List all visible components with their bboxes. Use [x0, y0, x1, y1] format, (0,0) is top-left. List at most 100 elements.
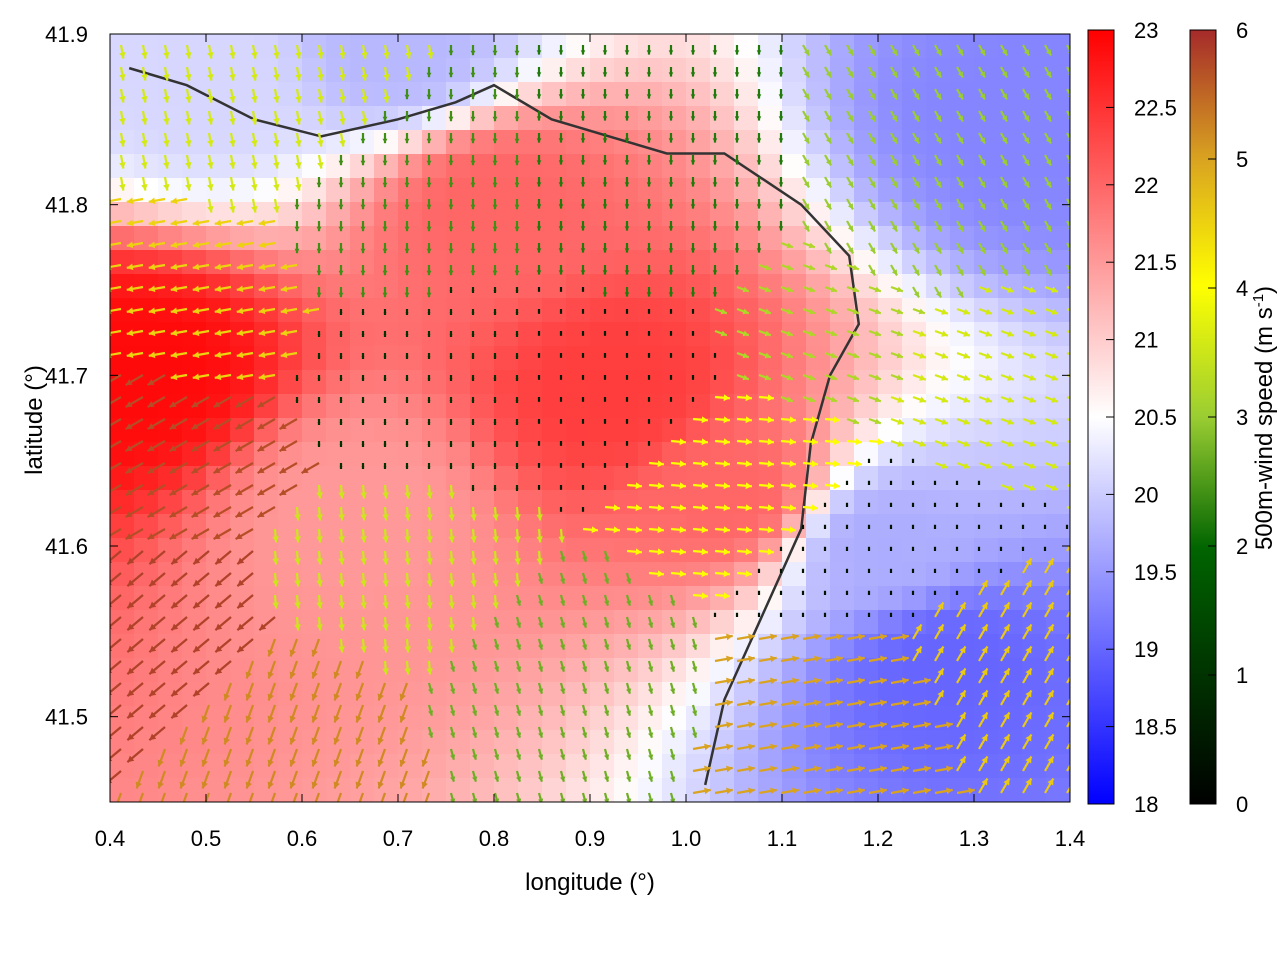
- wind-arrow: [538, 375, 540, 380]
- temperature-cell: [542, 322, 567, 347]
- wind-arrow: [362, 375, 365, 381]
- temperature-cell: [566, 130, 591, 155]
- temperature-cell: [302, 514, 327, 539]
- wind-colorbar-tick-label: 3: [1236, 405, 1248, 430]
- temperature-cell: [494, 586, 519, 611]
- temperature-cell: [902, 730, 927, 755]
- temperature-cell: [446, 154, 471, 179]
- temperature-cell: [326, 418, 351, 443]
- temperature-cell: [686, 226, 711, 251]
- temperature-cell: [398, 82, 423, 107]
- temperature-cell: [974, 274, 999, 299]
- wind-arrow: [560, 463, 562, 468]
- temperature-cell: [1022, 682, 1047, 707]
- wind-arrow: [670, 419, 672, 424]
- temperature-cell: [734, 298, 759, 323]
- temperature-cell: [134, 562, 159, 587]
- temperature-cell: [974, 106, 999, 131]
- temperature-cell: [902, 466, 927, 491]
- wind-arrow: [692, 353, 694, 358]
- temperature-cell: [206, 370, 231, 395]
- wind-arrow: [824, 525, 826, 529]
- temperature-cell: [422, 58, 447, 83]
- temperature-cell: [710, 130, 735, 155]
- wind-arrow: [582, 287, 584, 292]
- temperature-cell: [830, 370, 855, 395]
- temperature-cell: [1022, 370, 1047, 395]
- temperature-cell: [974, 298, 999, 323]
- temperature-cell: [950, 490, 975, 515]
- temperature-cell: [542, 466, 567, 491]
- temperature-cell: [590, 202, 615, 227]
- wind-arrow: [516, 463, 519, 469]
- wind-arrow: [362, 463, 365, 469]
- temperature-cell: [278, 658, 303, 683]
- temperature-cell: [926, 34, 951, 59]
- wind-arrow: [494, 331, 497, 337]
- temperature-cell: [446, 706, 471, 731]
- temperature-cell: [470, 274, 495, 299]
- wind-arrow: [362, 309, 365, 315]
- temperature-cell: [1046, 490, 1071, 515]
- wind-colorbar-tick-label: 6: [1236, 18, 1248, 43]
- temperature-cell: [566, 370, 591, 395]
- temperature-cell: [326, 394, 351, 419]
- temperature-cell: [494, 562, 519, 587]
- temperature-cell: [374, 130, 399, 155]
- temperature-cell: [590, 322, 615, 347]
- temperature-cell: [638, 106, 663, 131]
- temperature-cell: [446, 562, 471, 587]
- wind-arrow: [472, 463, 475, 469]
- wind-arrow: [604, 441, 606, 446]
- temperature-cell: [710, 754, 735, 779]
- wind-arrow: [384, 419, 387, 425]
- temperature-cell: [134, 370, 159, 395]
- temperature-cell: [686, 154, 711, 179]
- temperature-cell: [374, 154, 399, 179]
- temperature-cell: [326, 250, 351, 275]
- temperature-cell: [902, 538, 927, 563]
- wind-arrow: [978, 481, 980, 485]
- temperature-cell: [1046, 658, 1071, 683]
- temperature-cell: [758, 370, 783, 395]
- temperature-cell: [494, 490, 519, 515]
- temperature-cell: [1046, 370, 1071, 395]
- temperature-cell: [974, 394, 999, 419]
- temperature-cell: [662, 202, 687, 227]
- temperature-cell: [278, 778, 303, 803]
- temperature-cell: [422, 442, 447, 467]
- temperature-cell: [110, 418, 135, 443]
- temperature-cell: [1046, 322, 1071, 347]
- wind-arrow: [978, 547, 980, 551]
- temperature-cell: [686, 490, 711, 515]
- temperature-cell: [782, 346, 807, 371]
- wind-arrow: [516, 485, 519, 491]
- temperature-cell: [1022, 778, 1047, 803]
- temperature-cell: [878, 226, 903, 251]
- wind-arrow: [890, 569, 892, 573]
- temperature-cell: [398, 610, 423, 635]
- temperature-cell: [662, 154, 687, 179]
- temperature-cell: [566, 394, 591, 419]
- wind-arrow: [494, 397, 497, 403]
- temperature-cell: [398, 202, 423, 227]
- temperature-cell: [206, 226, 231, 251]
- temperature-cell: [134, 226, 159, 251]
- temperature-cell: [830, 610, 855, 635]
- wind-arrow: [802, 613, 804, 617]
- temperature-cell: [782, 586, 807, 611]
- temperature-cell: [758, 274, 783, 299]
- temperature-cell: [758, 202, 783, 227]
- wind-arrow: [692, 331, 694, 336]
- temperature-cell: [326, 610, 351, 635]
- wind-arrow: [428, 463, 431, 469]
- temperature-cell: [710, 370, 735, 395]
- temperature-cell: [446, 130, 471, 155]
- wind-arrow: [824, 547, 826, 551]
- temperature-cell: [686, 418, 711, 443]
- temperature-cell: [158, 106, 183, 131]
- wind-colorbar-tick-label: 0: [1236, 792, 1248, 817]
- wind-arrow: [472, 485, 475, 491]
- temperature-cell: [878, 370, 903, 395]
- temperature-cell: [1022, 706, 1047, 731]
